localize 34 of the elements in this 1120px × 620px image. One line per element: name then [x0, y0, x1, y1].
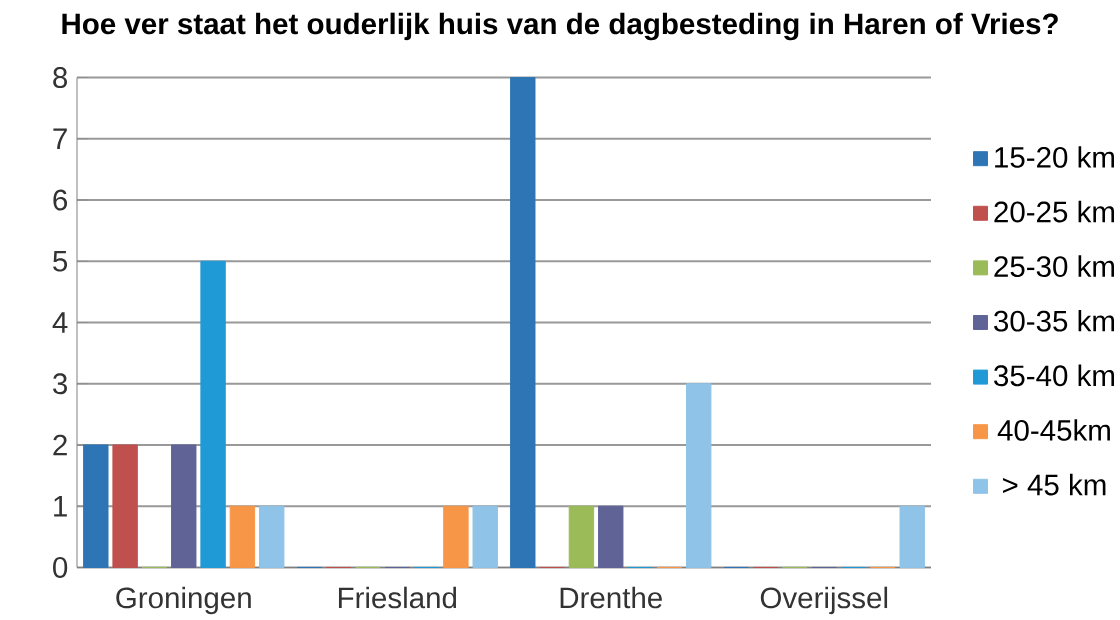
- y-tick-label: 1: [54, 496, 67, 517]
- bar: [171, 444, 197, 568]
- legend-label: 35-40 km: [994, 364, 1114, 387]
- legend-label: 25-30 km: [994, 255, 1114, 278]
- legend-label: 15-20 km: [995, 146, 1114, 168]
- x-tick-label: Groningen: [116, 586, 251, 615]
- y-tick-label: 3: [53, 373, 68, 395]
- y-tick-label: 0: [53, 557, 68, 578]
- bar: [200, 260, 226, 568]
- bar: [83, 444, 109, 568]
- bar: [472, 505, 498, 568]
- bar: [899, 505, 925, 568]
- y-tick-label: 6: [53, 189, 68, 211]
- y-tick-label: 8: [53, 67, 68, 88]
- bar: [568, 505, 595, 568]
- bar: [229, 505, 256, 568]
- y-tick-label: 2: [53, 434, 67, 456]
- legend-label: 30-35 km: [994, 309, 1114, 332]
- y-tick-label: 7: [53, 128, 67, 149]
- bar: [510, 77, 536, 568]
- bar: [686, 383, 712, 568]
- x-tick-label: Drenthe: [560, 586, 662, 609]
- bar: [443, 505, 469, 568]
- legend-label: 40-45km: [997, 419, 1110, 441]
- y-tick-label: 4: [52, 312, 68, 333]
- y-tick-label: 5: [53, 250, 68, 272]
- legend-label: 20-25 km: [994, 200, 1114, 223]
- bar: [259, 505, 285, 568]
- bar: [598, 505, 624, 568]
- bar: [112, 444, 138, 568]
- legend-label: > 45 km: [1003, 473, 1106, 496]
- x-tick-label: Overijssel: [760, 586, 888, 615]
- x-tick-label: Friesland: [338, 586, 457, 609]
- chart-title: Hoe ver staat het ouderlijk huis van de dagbesteding in Haren of Vries?: [62, 12, 1058, 41]
